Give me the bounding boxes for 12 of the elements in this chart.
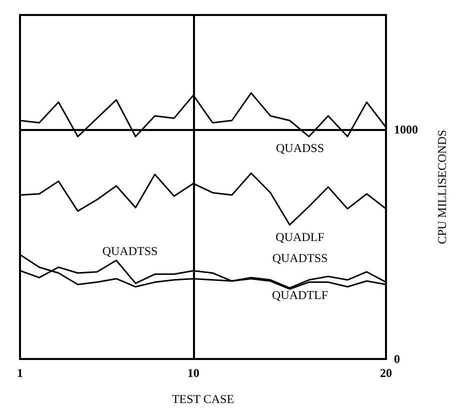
x-tick-label: 20	[380, 366, 392, 380]
y-axis-title: CPU MILLISECONDS	[435, 130, 449, 244]
annotation: QUADTSS	[272, 251, 328, 265]
x-tick-label: 1	[17, 366, 23, 380]
x-tick-label: 10	[187, 366, 200, 380]
annotation: QUADSS	[276, 141, 324, 155]
annotation: QUADLF	[276, 230, 325, 244]
annotation: QUADTLF	[272, 288, 328, 302]
x-axis-title: TEST CASE	[172, 392, 234, 406]
annotation: QUADTSS	[102, 244, 158, 258]
y-tick-label: 1000	[394, 122, 418, 137]
y-tick-label: 0	[394, 352, 400, 366]
